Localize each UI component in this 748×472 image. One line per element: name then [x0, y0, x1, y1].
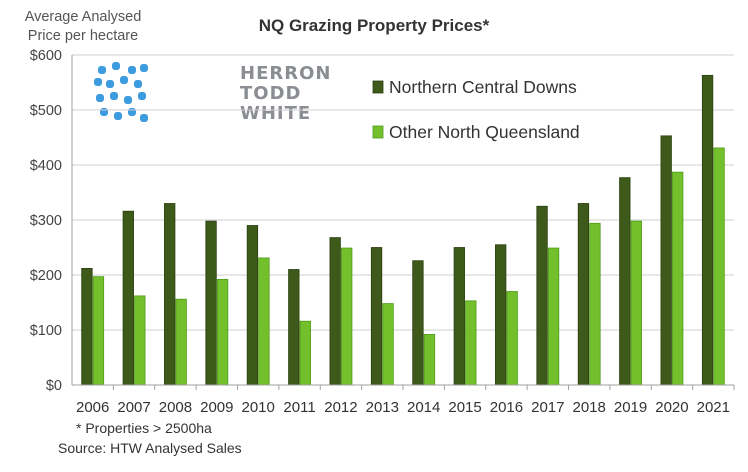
x-tick-label: 2009	[200, 399, 233, 416]
y-tick-label: $200	[30, 268, 62, 284]
x-tick-label: 2015	[448, 399, 481, 416]
x-tick-label: 2010	[242, 399, 275, 416]
x-tick-label: 2014	[407, 399, 440, 416]
x-tick-label: 2012	[324, 399, 357, 416]
x-tick-label: 2019	[614, 399, 647, 416]
legend-label: Other North Queensland	[389, 122, 580, 142]
legend-label: Northern Central Downs	[389, 77, 577, 97]
bar-other-north-queensland	[93, 277, 104, 385]
bar-other-north-queensland	[631, 221, 642, 385]
bar-other-north-queensland	[507, 292, 518, 386]
footnote: * Properties > 2500ha	[76, 420, 212, 436]
y-tick-label: $400	[30, 158, 62, 174]
bar-northern-central-downs	[247, 226, 258, 386]
bar-northern-central-downs	[578, 204, 589, 386]
y-tick-label: $300	[30, 213, 62, 229]
bar-other-north-queensland	[300, 321, 311, 385]
x-tick-label: 2020	[655, 399, 688, 416]
bar-other-north-queensland	[176, 299, 187, 385]
bar-northern-central-downs	[454, 248, 465, 386]
bar-other-north-queensland	[424, 334, 435, 385]
bar-northern-central-downs	[164, 204, 175, 386]
y-tick-label: $500	[30, 103, 62, 119]
bar-other-north-queensland	[135, 296, 146, 385]
bar-other-north-queensland	[259, 258, 270, 385]
bar-northern-central-downs	[413, 261, 424, 385]
bar-northern-central-downs	[82, 268, 93, 385]
bar-other-north-queensland	[466, 301, 477, 385]
source-note: Source: HTW Analysed Sales	[58, 440, 242, 456]
bar-northern-central-downs	[123, 211, 134, 385]
x-tick-label: 2008	[159, 399, 192, 416]
bar-other-north-queensland	[341, 248, 352, 385]
x-tick-label: 2006	[76, 399, 109, 416]
bar-northern-central-downs	[371, 248, 382, 386]
bar-northern-central-downs	[702, 75, 713, 385]
bar-northern-central-downs	[661, 136, 672, 385]
bar-northern-central-downs	[206, 221, 217, 385]
x-tick-label: 2018	[573, 399, 606, 416]
y-tick-label: $0	[46, 378, 62, 394]
bar-other-north-queensland	[672, 172, 683, 385]
bar-northern-central-downs	[495, 245, 506, 385]
bar-northern-central-downs	[537, 206, 548, 385]
bar-chart: $0 $100 $200 $300 $400 $500 $600 2006 2007 2008 20…	[0, 0, 748, 472]
x-tick-label: 2017	[531, 399, 564, 416]
bar-other-north-queensland	[217, 279, 228, 385]
y-tick-label: $100	[30, 323, 62, 339]
bar-northern-central-downs	[289, 270, 300, 386]
x-tick-label: 2021	[697, 399, 730, 416]
x-tick-label: 2013	[366, 399, 399, 416]
legend-swatch	[373, 81, 383, 93]
bar-northern-central-downs	[330, 238, 341, 385]
x-tick-label: 2011	[283, 399, 315, 416]
bar-other-north-queensland	[714, 148, 725, 385]
x-tick-label: 2016	[490, 399, 523, 416]
legend-swatch	[373, 126, 383, 138]
bar-other-north-queensland	[548, 248, 559, 385]
bar-other-north-queensland	[383, 304, 394, 385]
x-tick-label: 2007	[117, 399, 150, 416]
y-tick-label: $600	[30, 48, 62, 64]
bar-other-north-queensland	[590, 223, 601, 385]
bar-northern-central-downs	[620, 178, 631, 385]
